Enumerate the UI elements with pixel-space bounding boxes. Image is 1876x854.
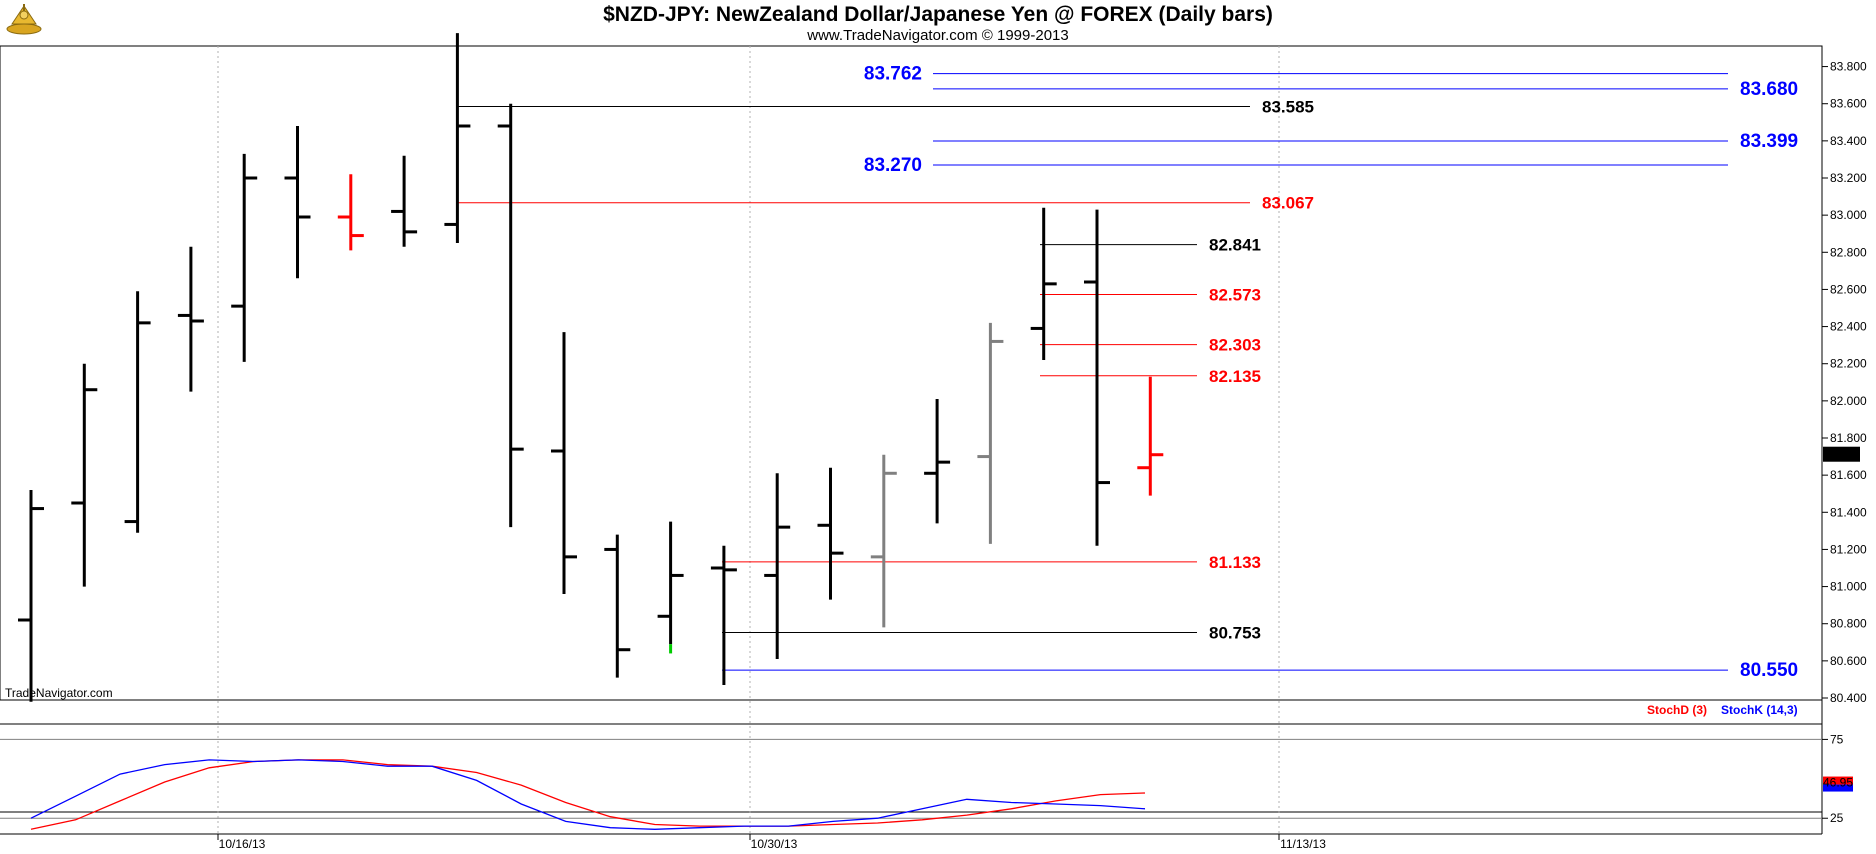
price-tick-label: 82.400 <box>1830 320 1867 334</box>
price-tick-label: 80.400 <box>1830 691 1867 705</box>
ohlc-bar <box>391 155 418 247</box>
ohlc-bar <box>124 291 151 533</box>
date-tick-label: 11/13/13 <box>1280 837 1326 851</box>
price-axis: 80.400 80.600 80.800 81.000 81.200 81.400 81.6… <box>1822 60 1867 705</box>
ohlc-bar <box>977 322 1004 544</box>
ohlc-bar <box>1030 207 1057 360</box>
price-tick-label: 81.000 <box>1830 580 1867 594</box>
level-label: 82.573 <box>1209 285 1261 304</box>
price-tick-label: 81.800 <box>1830 431 1867 445</box>
level-label: 83.399 <box>1740 131 1798 152</box>
level-label: 80.753 <box>1209 623 1261 642</box>
ohlc-bar <box>177 246 204 392</box>
last-price-marker: 81.710 <box>1823 446 1860 462</box>
level-label: 83.270 <box>864 155 922 176</box>
price-tick-label: 80.800 <box>1830 617 1867 631</box>
level-label: 82.841 <box>1209 236 1261 255</box>
ohlc-bar <box>444 33 471 243</box>
stoch-last-k-box <box>1823 784 1853 792</box>
chart-title: $NZD-JPY: NewZealand Dollar/Japanese Yen… <box>603 3 1273 26</box>
date-tick-label: 10/30/13 <box>751 837 798 851</box>
stoch-last-value: 46.95 <box>1823 776 1853 790</box>
ohlc-bar <box>1084 209 1110 546</box>
price-tick-label: 83.600 <box>1830 97 1867 111</box>
date-axis: 10/16/13 10/30/13 11/13/13 <box>217 834 1326 851</box>
ohlc-bar <box>870 454 897 628</box>
level-label: 81.133 <box>1209 553 1261 572</box>
ohlc-bar <box>71 363 98 587</box>
legend-stochd: StochD (3) <box>1647 703 1707 717</box>
ohlc-bar <box>710 545 737 685</box>
stoch-series-line <box>30 759 1146 830</box>
price-tick-label: 81.400 <box>1830 505 1867 519</box>
ohlc-bar <box>1137 376 1164 496</box>
level-label: 83.680 <box>1740 79 1798 100</box>
price-panel-frame <box>0 45 1823 835</box>
watermark: TradeNavigator.com <box>5 686 113 700</box>
stoch-tick-label: 25 <box>1830 811 1844 825</box>
ohlc-bar <box>551 332 577 594</box>
level-label: 83.067 <box>1262 194 1314 213</box>
price-tick-label: 80.600 <box>1830 654 1867 668</box>
level-label: 80.550 <box>1740 660 1798 681</box>
stoch-series-line <box>30 759 1146 830</box>
level-label: 82.135 <box>1209 367 1261 386</box>
ohlc-bar <box>817 467 844 600</box>
ohlc-bar <box>924 399 951 524</box>
legend-stochk: StochK (14,3) <box>1721 703 1798 717</box>
stochastic-panel: 25 75 46.95 <box>0 732 1853 830</box>
ohlc-bar <box>337 174 364 251</box>
level-label: 82.303 <box>1209 336 1261 355</box>
last-price-label: 81.710 <box>1823 448 1860 462</box>
ohlc-bar <box>657 521 684 645</box>
date-gridlines <box>217 46 1280 834</box>
level-lines: 83.762 83.680 83.585 83.399 83.270 83.067 82.8… <box>457 64 1798 681</box>
ohlc-bar <box>604 534 631 678</box>
price-tick-label: 82.800 <box>1830 245 1867 259</box>
stoch-tick-label: 75 <box>1830 732 1844 746</box>
price-tick-label: 81.200 <box>1830 542 1867 556</box>
price-tick-label: 82.600 <box>1830 282 1867 296</box>
price-tick-label: 83.200 <box>1830 171 1867 185</box>
price-tick-label: 82.000 <box>1830 394 1867 408</box>
price-tick-label: 83.000 <box>1830 208 1867 222</box>
price-tick-label: 83.800 <box>1830 60 1867 74</box>
trade-navigator-logo-icon <box>6 4 42 35</box>
stoch-last-d-box <box>1823 776 1853 785</box>
price-tick-label: 82.200 <box>1830 357 1867 371</box>
chart-subtitle: www.TradeNavigator.com © 1999-2013 <box>806 27 1068 44</box>
ohlc-bar <box>18 490 44 702</box>
level-label: 83.762 <box>864 64 922 85</box>
ohlc-bar <box>284 126 311 279</box>
ohlc-bar <box>764 473 791 659</box>
last-price-box <box>1823 446 1860 462</box>
price-tick-label: 83.400 <box>1830 134 1867 148</box>
price-tick-label: 81.600 <box>1830 468 1867 482</box>
date-tick-label: 10/16/13 <box>219 837 266 851</box>
level-label: 83.585 <box>1262 98 1314 117</box>
ohlc-bar <box>231 153 258 362</box>
price-bars <box>18 33 1164 702</box>
ohlc-bar <box>497 103 524 528</box>
